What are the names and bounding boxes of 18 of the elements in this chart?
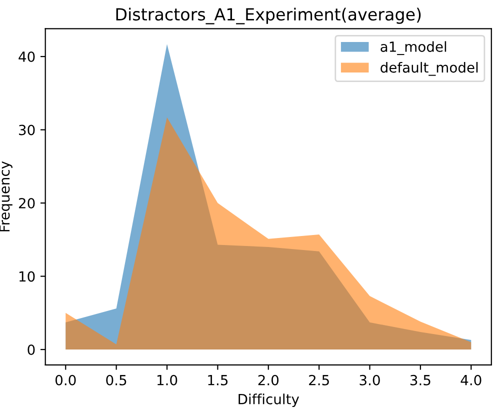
y-tick-label: 20 (18, 198, 35, 208)
y-tick-label: 40 (18, 52, 35, 62)
legend-label: a1_model (380, 41, 446, 56)
x-tick-label: 4.0 (460, 374, 482, 386)
x-tick-label: 2.0 (258, 374, 278, 386)
y-tick-label: 10 (19, 271, 35, 282)
y-tick-label: 30 (19, 124, 35, 136)
y-tick-label: 0 (28, 344, 35, 355)
x-tick-label: 1.0 (157, 374, 178, 386)
x-tick-label: 1.5 (208, 375, 228, 386)
x-tick-label: 0.0 (56, 374, 76, 386)
legend-label: default_model (380, 62, 478, 76)
x-axis-title: Difficulty (238, 394, 300, 408)
x-tick-label: 3.0 (360, 374, 380, 386)
x-tick-label: 3.5 (410, 374, 430, 386)
x-tick-label: 2.5 (309, 374, 329, 386)
x-tick-label: 0.5 (106, 374, 126, 386)
chart-title: Distractors_A1_Experiment(average) (116, 8, 421, 24)
